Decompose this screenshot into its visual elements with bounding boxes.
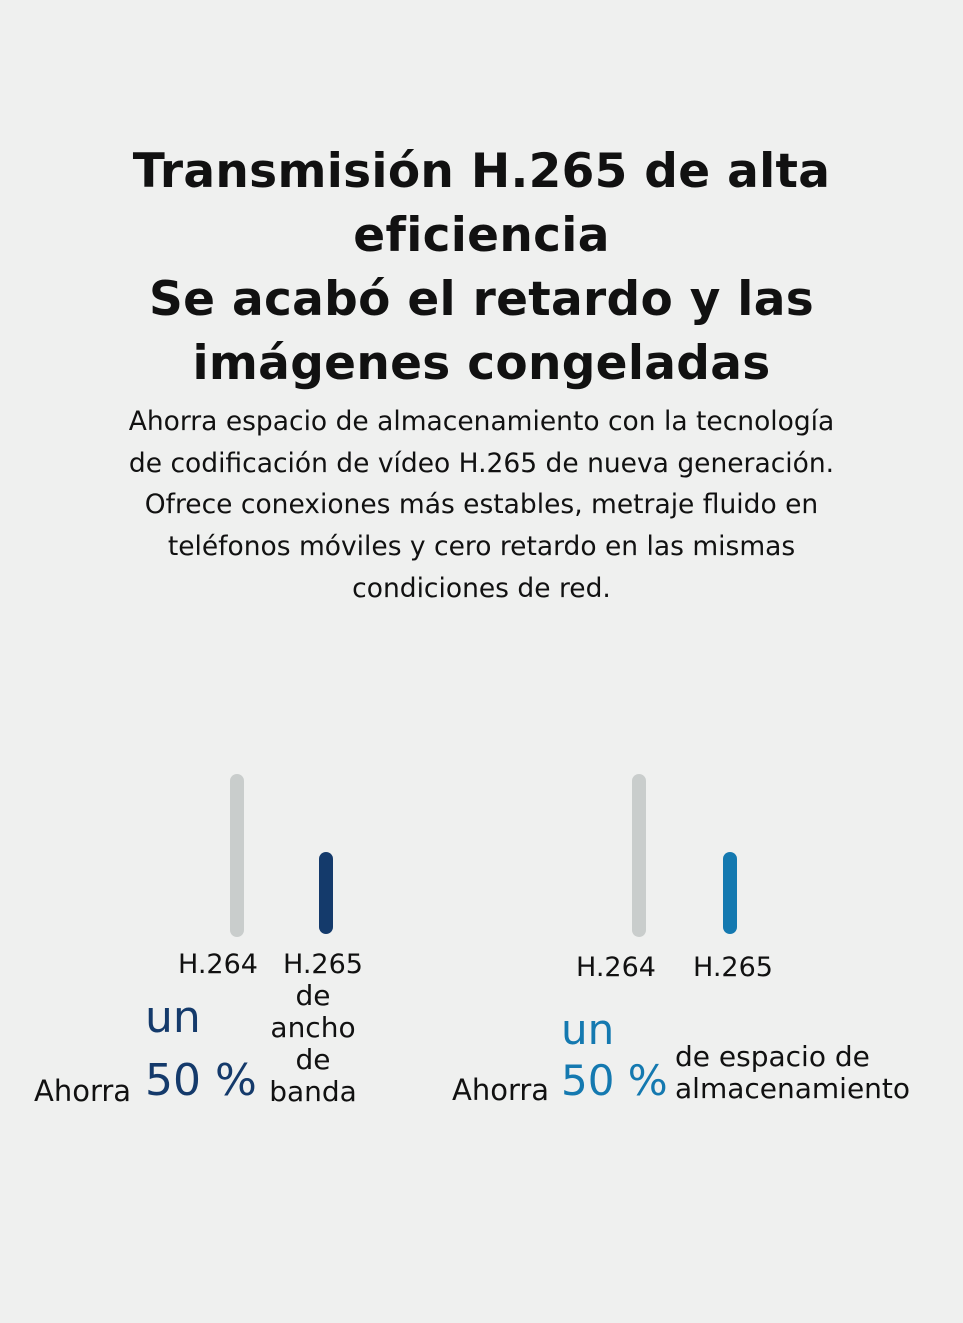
bandwidth-label-h265: H.265 xyxy=(283,949,363,980)
bandwidth-bar-h265 xyxy=(319,852,333,934)
storage-amount-un: un xyxy=(561,1005,615,1054)
description-line: condiciones de red. xyxy=(352,572,611,604)
bandwidth-bar-h264 xyxy=(230,774,244,937)
bandwidth-suffix: de ancho de banda xyxy=(263,980,363,1108)
title-line: imágenes congeladas xyxy=(192,336,771,391)
page-title: Transmisión H.265 de alta eficiencia Se … xyxy=(0,140,963,396)
suffix-line: de xyxy=(295,1043,331,1076)
suffix-line: de espacio de xyxy=(675,1040,870,1073)
title-line: eficiencia xyxy=(353,208,610,263)
title-line: Transmisión H.265 de alta xyxy=(132,144,831,199)
description: Ahorra espacio de almacenamiento con la … xyxy=(0,401,963,610)
description-line: Ahorra espacio de almacenamiento con la … xyxy=(128,406,835,437)
suffix-line: de xyxy=(295,979,331,1012)
storage-label-h265: H.265 xyxy=(693,952,773,983)
suffix-line: ancho xyxy=(270,1011,356,1044)
description-line: Ofrece conexiones más estables, metraje … xyxy=(144,489,819,521)
bandwidth-amount-un: un xyxy=(145,992,201,1043)
suffix-line: almacenamiento xyxy=(675,1072,911,1105)
storage-label-h264: H.264 xyxy=(576,952,656,983)
bandwidth-label-h264: H.264 xyxy=(178,949,258,980)
storage-prefix: Ahorra xyxy=(452,1073,550,1107)
bandwidth-amount-percent: 50 % xyxy=(145,1055,257,1106)
bandwidth-prefix: Ahorra xyxy=(34,1074,132,1108)
title-line: Se acabó el retardo y las xyxy=(148,272,815,327)
storage-bar-h264 xyxy=(632,774,646,937)
storage-amount-percent: 50 % xyxy=(561,1056,668,1105)
storage-bar-h265 xyxy=(723,852,737,934)
suffix-line: banda xyxy=(269,1075,357,1108)
storage-suffix: de espacio de almacenamiento xyxy=(675,1041,910,1105)
description-line: teléfonos móviles y cero retardo en las … xyxy=(167,531,796,563)
description-line: de codificación de vídeo H.265 de nueva … xyxy=(128,447,835,479)
